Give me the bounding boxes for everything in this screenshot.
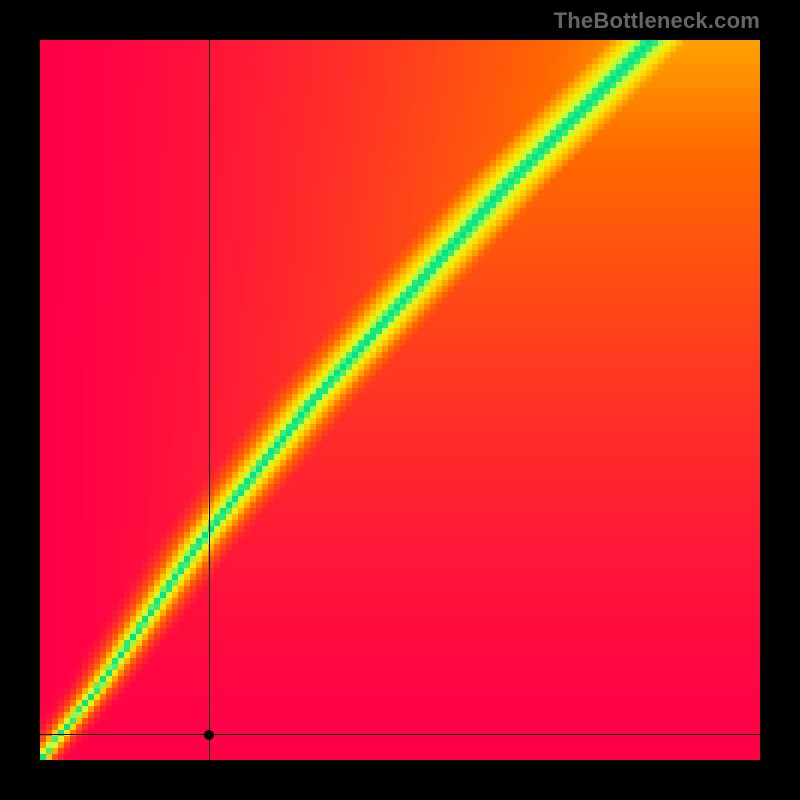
watermark-text: TheBottleneck.com bbox=[554, 8, 760, 34]
crosshair-horizontal bbox=[40, 734, 760, 735]
chart-frame: TheBottleneck.com bbox=[0, 0, 800, 800]
heatmap-canvas bbox=[40, 40, 760, 760]
crosshair-vertical bbox=[209, 40, 210, 760]
crosshair-marker bbox=[204, 730, 214, 740]
